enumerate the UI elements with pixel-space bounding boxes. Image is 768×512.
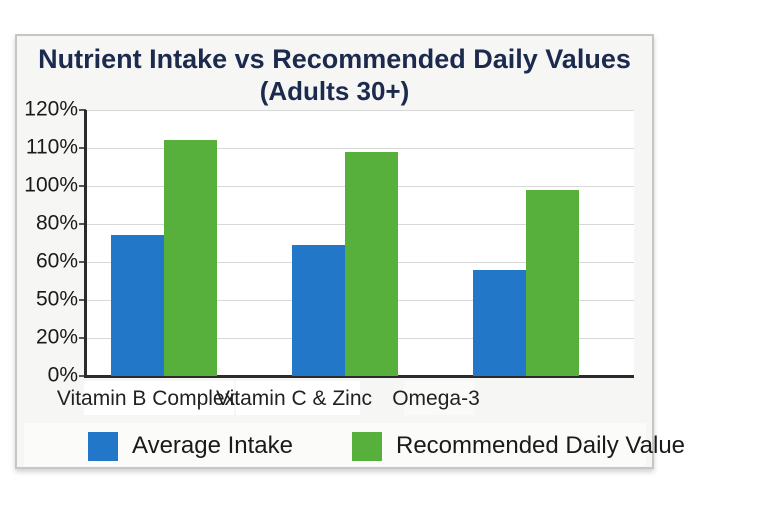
bar-recommended-daily-value-vitamin-c-zinc [345,151,398,376]
x-axis-label: Vitamin B Complex [56,387,236,410]
y-axis-tick [79,185,86,187]
y-axis-label: 100% [24,173,78,197]
x-axis-label: Vitamin C & Zinc [216,387,372,410]
y-axis-tick [79,147,86,149]
legend-label: Recommended Daily Value [396,432,686,459]
y-axis-tick [79,337,86,339]
y-axis-label: 120% [24,97,78,121]
y-gridline [86,148,634,149]
y-axis-label: 0% [47,363,78,387]
y-axis-label: 60% [35,249,78,273]
x-axis-label: Omega-3 [392,387,480,410]
bar-average-intake-vitamin-b-complex [111,235,164,376]
y-axis-tick [79,375,86,377]
y-axis-label: 50% [35,287,78,311]
y-axis-label: 110% [25,135,78,159]
y-gridline [86,110,634,111]
x-axis-line [84,375,634,378]
y-axis-label: 80% [35,211,78,235]
y-axis-tick [79,109,86,111]
y-axis-line [84,110,87,378]
legend-label: Average Intake [132,432,294,459]
y-axis-tick [79,261,86,263]
legend-strip [24,423,646,466]
legend-swatch-green [352,431,382,461]
x-label-patch [404,381,474,415]
chart-title: Nutrient Intake vs Recommended Daily Val… [38,44,631,74]
x-label-patch [236,381,360,415]
y-axis-label: 20% [35,325,78,349]
chart-subtitle: (Adults 30+) [259,76,410,106]
y-axis-tick [79,223,86,225]
y-axis-tick [79,299,86,301]
legend-item-average-intake: Average Intake [88,431,293,461]
bar-average-intake-omega-3 [473,269,526,376]
x-label-patch [84,381,234,415]
bar-average-intake-vitamin-c-zinc [292,244,345,376]
bar-recommended-daily-value-vitamin-b-complex [164,140,217,376]
legend-swatch-blue [88,431,118,461]
bar-recommended-daily-value-omega-3 [526,189,579,376]
legend-item-recommended-daily-value: Recommended Daily Value [352,431,685,461]
